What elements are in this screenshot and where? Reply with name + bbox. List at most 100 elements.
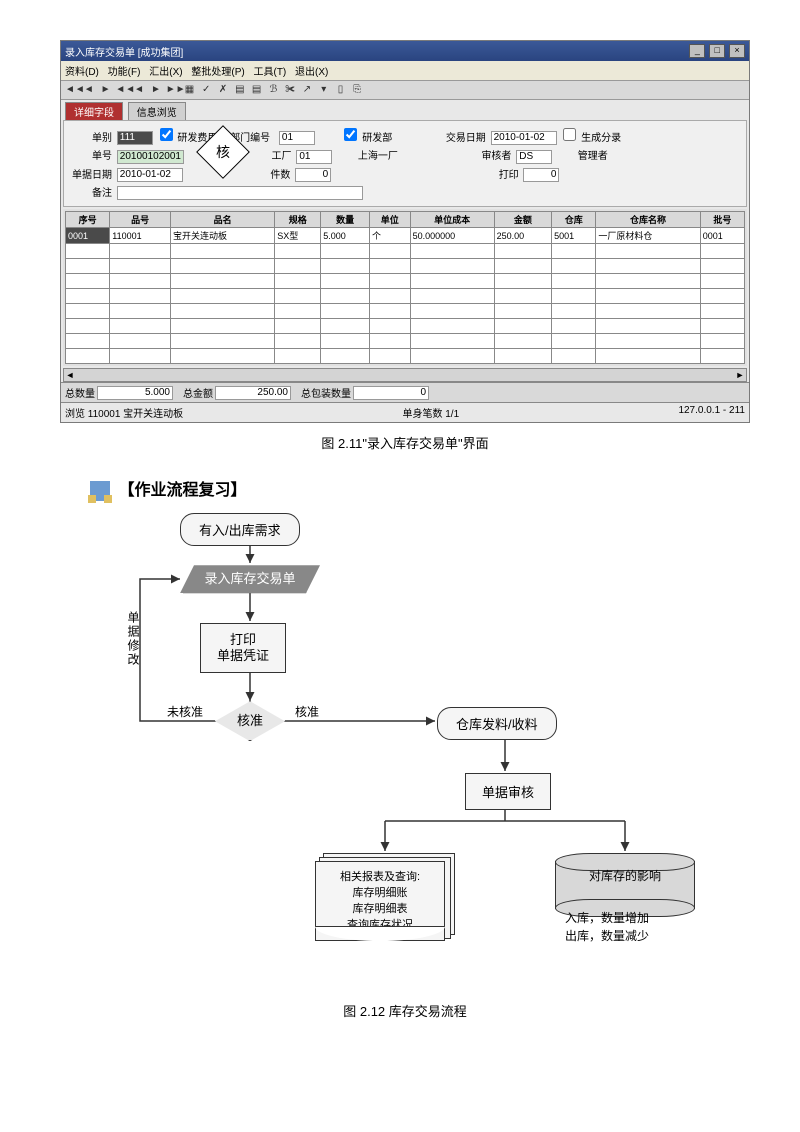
plant-input[interactable]: 01 bbox=[296, 150, 332, 164]
table-row[interactable] bbox=[66, 289, 745, 304]
table-cell bbox=[410, 334, 494, 349]
close-button[interactable]: × bbox=[729, 44, 745, 58]
tab-detail[interactable]: 详细字段 bbox=[65, 102, 123, 120]
table-cell bbox=[321, 319, 370, 334]
table-cell: 个 bbox=[369, 228, 410, 244]
table-cell bbox=[552, 274, 596, 289]
date-input[interactable]: 2010-01-02 bbox=[117, 168, 183, 182]
tab-browse[interactable]: 信息浏览 bbox=[128, 102, 186, 120]
unapproved-label: 未核准 bbox=[167, 703, 203, 720]
last2-icon[interactable]: ►► bbox=[166, 83, 180, 97]
remark-input[interactable] bbox=[117, 186, 363, 200]
table-cell bbox=[596, 289, 700, 304]
auditor-input[interactable]: DS bbox=[516, 150, 552, 164]
check-icon[interactable]: ✓ bbox=[199, 83, 213, 97]
caption-2: 图 2.12 库存交易流程 bbox=[60, 1001, 750, 1020]
table-cell bbox=[700, 274, 744, 289]
statusbar: 浏览 110001 宝开关连动板 单身笔数 1/1 127.0.0.1 - 21… bbox=[61, 402, 749, 422]
table-row[interactable] bbox=[66, 259, 745, 274]
maximize-button[interactable]: □ bbox=[709, 44, 725, 58]
transdate-input[interactable]: 2010-01-02 bbox=[491, 131, 557, 145]
minimize-button[interactable]: _ bbox=[689, 44, 705, 58]
app-window: 录入库存交易单 [成功集团] _ □ × 资料(D) 功能(F) 汇出(X) 整… bbox=[60, 40, 750, 423]
next-icon[interactable]: ► bbox=[99, 83, 113, 97]
table-cell bbox=[369, 304, 410, 319]
scroll-left-icon[interactable]: ◄ bbox=[64, 370, 76, 380]
table-cell: 宝开关连动板 bbox=[170, 228, 274, 244]
table-cell bbox=[110, 349, 171, 364]
script-icon[interactable]: ℬ bbox=[266, 83, 280, 97]
table-cell bbox=[410, 259, 494, 274]
table-cell bbox=[369, 349, 410, 364]
status-left: 浏览 110001 宝开关连动板 bbox=[65, 405, 183, 420]
status-right: 127.0.0.1 - 211 bbox=[678, 405, 745, 420]
table-cell bbox=[596, 304, 700, 319]
dept-input[interactable]: 01 bbox=[279, 131, 315, 145]
approved-label: 核准 bbox=[295, 703, 319, 720]
table-cell bbox=[321, 274, 370, 289]
table-row[interactable] bbox=[66, 274, 745, 289]
table-cell bbox=[275, 349, 321, 364]
copy-icon[interactable]: ⎘ bbox=[350, 83, 364, 97]
last-icon[interactable]: ◄◄ bbox=[115, 83, 129, 97]
table-cell bbox=[66, 349, 110, 364]
print-label: 打印 bbox=[477, 166, 519, 181]
table-cell bbox=[410, 244, 494, 259]
rd-checkbox[interactable] bbox=[160, 128, 173, 141]
type-label: 单别 bbox=[70, 129, 112, 144]
export-icon[interactable]: ↗ bbox=[300, 83, 314, 97]
menu-item[interactable]: 汇出(X) bbox=[149, 67, 182, 78]
down-icon[interactable]: ▾ bbox=[317, 83, 331, 97]
h-scrollbar[interactable]: ◄ ► bbox=[63, 368, 747, 382]
table-cell bbox=[275, 304, 321, 319]
table-cell bbox=[110, 274, 171, 289]
cross-icon[interactable]: ✗ bbox=[216, 83, 230, 97]
menu-item[interactable]: 资料(D) bbox=[65, 67, 99, 78]
node-ship: 仓库发料/收料 bbox=[437, 707, 557, 740]
table-row[interactable] bbox=[66, 244, 745, 259]
gencost-checkbox[interactable] bbox=[563, 128, 576, 141]
table-cell bbox=[552, 349, 596, 364]
table-row[interactable] bbox=[66, 319, 745, 334]
table-cell bbox=[321, 244, 370, 259]
count-input[interactable]: 0 bbox=[295, 168, 331, 182]
print-input[interactable]: 0 bbox=[523, 168, 559, 182]
cyl-line2: 出库，数量减少 bbox=[565, 927, 649, 944]
col-header: 金额 bbox=[494, 212, 552, 228]
dept-checkbox[interactable] bbox=[344, 128, 357, 141]
prev2-icon[interactable]: ◄ bbox=[132, 83, 146, 97]
doc2-icon[interactable]: ▤ bbox=[250, 83, 264, 97]
col-header: 品号 bbox=[110, 212, 171, 228]
scroll-right-icon[interactable]: ► bbox=[734, 370, 746, 380]
table-cell bbox=[552, 304, 596, 319]
doc-input[interactable]: 20100102001 bbox=[117, 150, 184, 164]
flowchart: 有入/出库需求 录入库存交易单 打印 单据凭证 核准 单据修改 未核准 核准 仓… bbox=[85, 511, 725, 991]
menu-item[interactable]: 功能(F) bbox=[108, 67, 141, 78]
table-cell bbox=[494, 274, 552, 289]
grid-icon[interactable]: ▦ bbox=[182, 83, 196, 97]
table-cell bbox=[321, 334, 370, 349]
doc-icon[interactable]: ▤ bbox=[233, 83, 247, 97]
table-cell bbox=[494, 259, 552, 274]
prev-icon[interactable]: ◄ bbox=[82, 83, 96, 97]
menu-item[interactable]: 整批处理(P) bbox=[191, 67, 244, 78]
type-input[interactable]: 111 bbox=[117, 131, 153, 145]
menu-item[interactable]: 退出(X) bbox=[295, 67, 328, 78]
table-cell bbox=[369, 274, 410, 289]
table-row[interactable] bbox=[66, 334, 745, 349]
transdate-label: 交易日期 bbox=[444, 129, 486, 144]
menu-item[interactable]: 工具(T) bbox=[253, 67, 286, 78]
titlebar: 录入库存交易单 [成功集团] _ □ × bbox=[61, 41, 749, 61]
next2-icon[interactable]: ► bbox=[149, 83, 163, 97]
table-row[interactable] bbox=[66, 304, 745, 319]
table-row[interactable] bbox=[66, 349, 745, 364]
doc-label: 单号 bbox=[70, 147, 112, 162]
data-grid[interactable]: 序号品号品名规格数量单位单位成本金额仓库仓库名称批号 0001110001宝开关… bbox=[65, 211, 745, 364]
col-header: 仓库 bbox=[552, 212, 596, 228]
first-icon[interactable]: ◄◄ bbox=[65, 83, 79, 97]
table-row[interactable]: 0001110001宝开关连动板SX型5.000个50.000000250.00… bbox=[66, 228, 745, 244]
table-cell bbox=[110, 319, 171, 334]
window-controls: _ □ × bbox=[688, 44, 745, 58]
cut-icon[interactable]: ✀ bbox=[283, 83, 297, 97]
col-header: 规格 bbox=[275, 212, 321, 228]
